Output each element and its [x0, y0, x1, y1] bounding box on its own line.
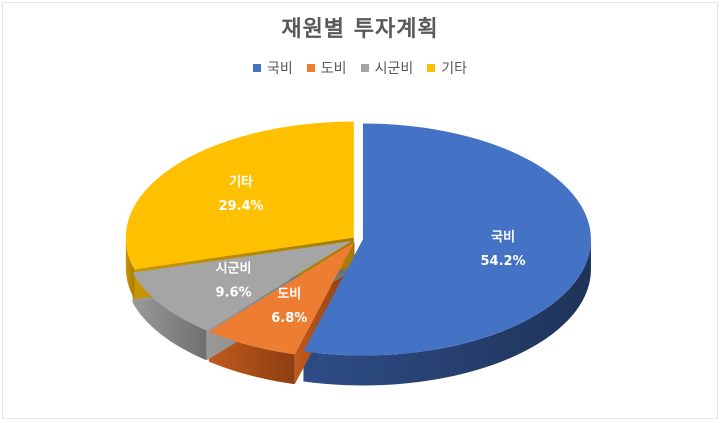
- pie-slice-other: [125, 121, 354, 270]
- pie-slice-national: [303, 123, 591, 356]
- slice-value-label-national: 54.2%: [481, 254, 526, 269]
- legend-item-national: 국비: [253, 58, 293, 78]
- legend-item-city: 시군비: [360, 58, 414, 78]
- slice-category-label-other: 기타: [229, 174, 253, 190]
- pie-slice-city: [132, 240, 352, 331]
- legend-swatch-other: [427, 64, 436, 72]
- slice-category-label-city: 시군비: [216, 261, 252, 276]
- pie-slice-province: [208, 242, 355, 355]
- pie-side-national: [303, 239, 591, 386]
- legend-label-city: 시군비: [374, 61, 414, 77]
- pie-side-city: [132, 272, 207, 361]
- slice-value-label-city: 9.6%: [216, 285, 252, 300]
- legend-item-province: 도비: [306, 58, 347, 78]
- legend-label-province: 도비: [320, 61, 347, 77]
- slice-category-label-national: 국비: [491, 230, 515, 245]
- legend: 국비 도비 시군비 기타: [3, 58, 717, 78]
- slice-category-label-province: 도비: [277, 287, 301, 302]
- legend-swatch-national: [253, 64, 262, 72]
- legend-swatch-province: [306, 64, 315, 72]
- legend-swatch-city: [360, 64, 369, 72]
- legend-label-national: 국비: [267, 61, 293, 77]
- chart-title: 재원별 투자계획: [281, 17, 439, 42]
- slice-value-label-other: 29.4%: [218, 199, 263, 214]
- legend-label-other: 기타: [441, 61, 467, 77]
- slice-value-label-province: 6.8%: [271, 311, 307, 326]
- pie-chart: 국비 54.2% 도비 6.8% 시군비 9.6% 기타 29.4%: [125, 121, 591, 386]
- pie-side-other: [125, 237, 135, 300]
- legend-item-other: 기타: [427, 58, 467, 78]
